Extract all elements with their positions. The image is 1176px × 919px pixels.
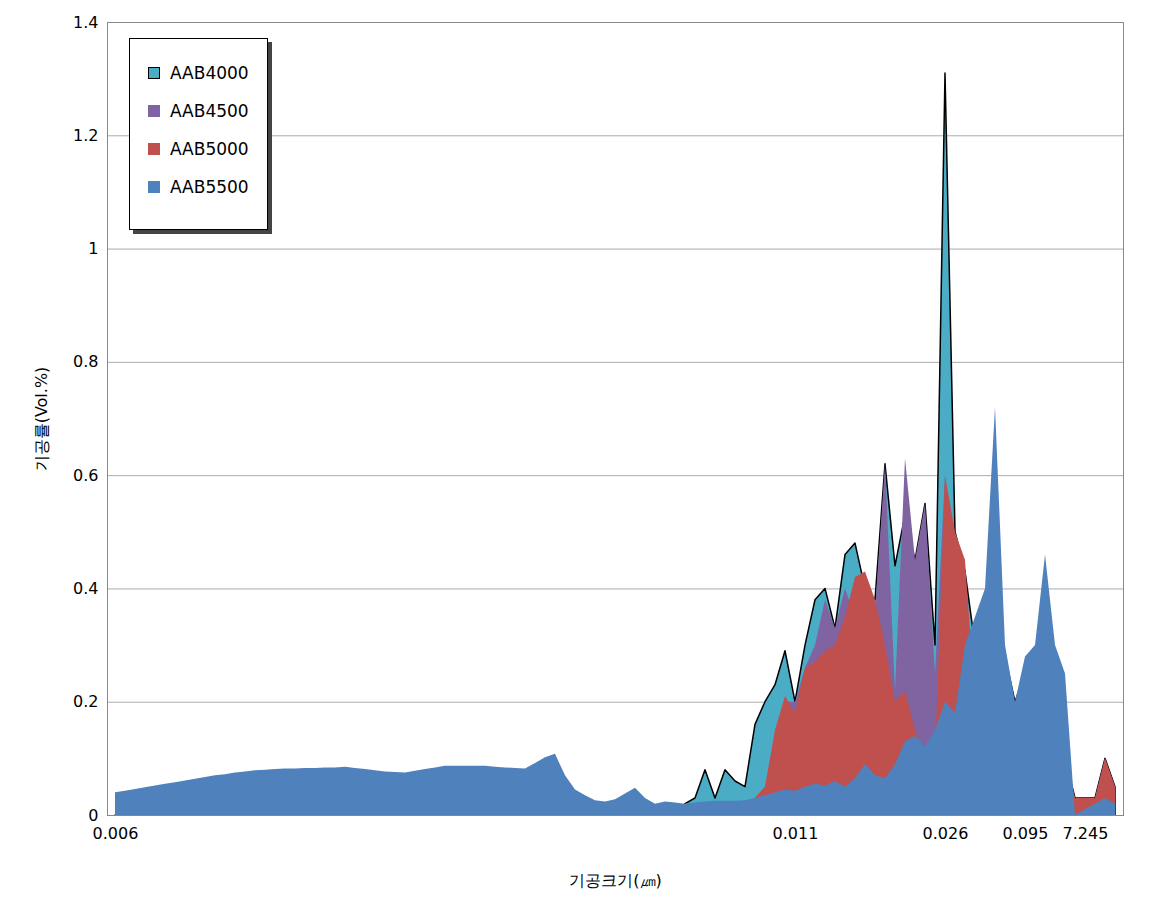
- html-text:AAB5500: AAB5500: [170, 177, 249, 197]
- svg-text:1: 1: [88, 239, 98, 258]
- html-text:AAB4500: AAB4500: [170, 101, 249, 121]
- svg-text:0.011: 0.011: [773, 824, 819, 843]
- svg-text:0.4: 0.4: [73, 579, 98, 598]
- svg-text:0.095: 0.095: [1003, 824, 1049, 843]
- html-text:AAB4000: AAB4000: [170, 63, 249, 83]
- svg-text:1.2: 1.2: [73, 126, 98, 145]
- svg-text:0.006: 0.006: [93, 824, 139, 843]
- svg-text:기공률(Vol.%): 기공률(Vol.%): [32, 367, 51, 472]
- svg-text:0: 0: [88, 806, 98, 825]
- svg-text:기공크기(㎛): 기공크기(㎛): [569, 871, 661, 890]
- svg-text:7.245: 7.245: [1063, 824, 1109, 843]
- svg-text:0.2: 0.2: [73, 692, 98, 711]
- html-text:AAB5000: AAB5000: [170, 139, 249, 159]
- svg-text:1.4: 1.4: [73, 13, 98, 32]
- svg-text:0.8: 0.8: [73, 352, 98, 371]
- svg-text:0.6: 0.6: [73, 466, 98, 485]
- svg-text:0.026: 0.026: [923, 824, 969, 843]
